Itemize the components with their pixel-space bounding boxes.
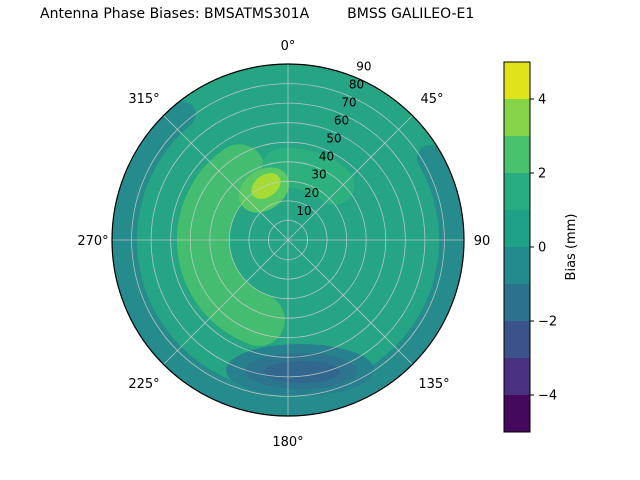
colorbar: 4 2 0 −2 −4 Bias (mm) [503, 61, 579, 433]
azimuth-label-0: 0° [281, 39, 296, 54]
polar-outline [111, 63, 465, 417]
radial-label-50: 50 [326, 132, 341, 146]
colorbar-tick-n2: −2 [538, 315, 557, 330]
azimuth-label-315: 315° [128, 92, 159, 107]
colorbar-band-5 [504, 210, 530, 247]
azimuth-label-270: 270° [77, 234, 108, 249]
colorbar-axis-label: Bias (mm) [564, 214, 579, 281]
azimuth-label-180: 180° [272, 435, 303, 450]
contour-green-crescent [176, 144, 285, 346]
colorbar-band-3 [504, 284, 530, 321]
radial-label-10: 10 [296, 204, 311, 218]
azimuth-labels: 0° 45° 90 135° 180° 225° 270° 315° [77, 39, 490, 450]
azimuth-label-135: 135° [418, 377, 449, 392]
colorbar-band-2 [504, 321, 530, 358]
colorbar-band-0 [504, 395, 530, 432]
colorbar-band-8 [504, 99, 530, 136]
colorbar-band-6 [504, 173, 530, 210]
radial-label-70: 70 [341, 95, 356, 109]
radial-label-40: 40 [319, 150, 334, 164]
contour-low-core [264, 361, 340, 383]
page-title: Antenna Phase Biases: BMSATMS301A BMSS G… [40, 6, 474, 22]
radial-labels: 10 20 30 40 50 60 70 80 90 [296, 59, 371, 218]
grid-spoke-45 [287, 115, 413, 241]
radial-label-80: 80 [349, 77, 364, 91]
contour-green-tongue [261, 148, 355, 205]
grid-spoke-225 [163, 239, 289, 365]
colorbar-tickmarks [530, 98, 534, 396]
title-signal: BMSS GALILEO-E1 [347, 6, 475, 22]
radial-label-90: 90 [356, 59, 371, 73]
colorbar-band-7 [504, 136, 530, 173]
title-antenna: Antenna Phase Biases: BMSATMS301A [40, 6, 310, 22]
azimuth-label-90: 90 [474, 234, 491, 249]
colorbar-tick-labels: 4 2 0 −2 −4 [538, 93, 557, 404]
azimuth-label-45: 45° [420, 92, 443, 107]
colorbar-band-4 [504, 247, 530, 284]
colorbar-band-1 [504, 358, 530, 395]
radial-label-30: 30 [311, 168, 326, 182]
colorbar-band-9 [504, 62, 530, 99]
radial-label-60: 60 [334, 114, 349, 128]
azimuth-label-225: 225° [128, 377, 159, 392]
grid-spoke-135 [287, 239, 413, 365]
colorbar-tick-n4: −4 [538, 389, 557, 404]
colorbar-tick-0: 0 [538, 241, 546, 256]
radial-label-20: 20 [304, 186, 319, 200]
colorbar-tick-4: 4 [538, 93, 546, 108]
colorbar-tick-2: 2 [538, 167, 546, 182]
polar-grid [112, 64, 464, 416]
contour-peak-spot [251, 173, 281, 199]
contour-rim-band [112, 101, 464, 416]
grid-spoke-315 [163, 115, 289, 241]
